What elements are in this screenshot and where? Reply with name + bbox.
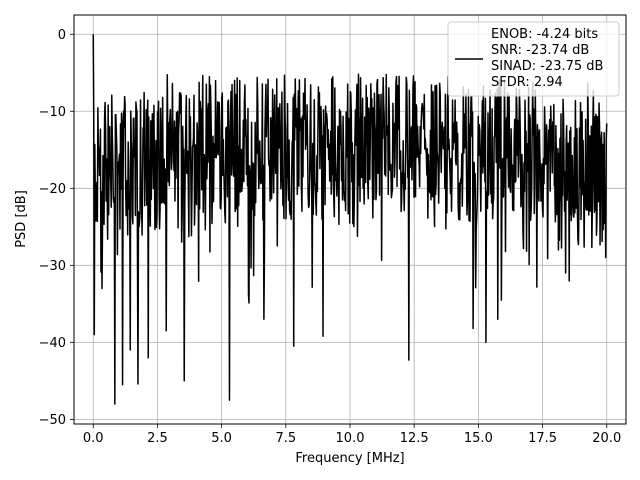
x-tick-label: 5.0 bbox=[211, 431, 232, 446]
y-tick-label: −30 bbox=[39, 259, 66, 274]
psd-series-line bbox=[92, 34, 608, 405]
legend-line-sfdr: SFDR: 2.94 bbox=[491, 75, 563, 90]
ticks: 0.0 2.5 5.0 7.5 10.0 12.5 15.0 17.5 20.0 0 −10 −20 −… bbox=[39, 28, 622, 446]
series-layer bbox=[92, 34, 608, 405]
y-tick-label: −50 bbox=[39, 413, 66, 428]
x-tick-label: 20.0 bbox=[592, 431, 621, 446]
legend: ENOB: -4.24 bits SNR: -23.74 dB SINAD: -… bbox=[447, 21, 620, 97]
legend-line-enob: ENOB: -4.24 bits bbox=[491, 27, 598, 42]
x-tick-label: 12.5 bbox=[400, 431, 429, 446]
x-tick-label: 0.0 bbox=[83, 431, 104, 446]
x-tick-label: 10.0 bbox=[336, 431, 365, 446]
x-tick-label: 2.5 bbox=[147, 431, 168, 446]
x-tick-label: 17.5 bbox=[528, 431, 557, 446]
y-axis-label: PSD [dB] bbox=[14, 190, 29, 248]
y-tick-label: 0 bbox=[58, 28, 66, 43]
y-tick-label: −10 bbox=[39, 105, 66, 120]
legend-line-sinad: SINAD: -23.75 dB bbox=[491, 59, 603, 74]
x-tick-label: 7.5 bbox=[275, 431, 296, 446]
y-tick-label: −40 bbox=[39, 336, 66, 351]
x-axis-label: Frequency [MHz] bbox=[295, 451, 404, 466]
y-tick-label: −20 bbox=[39, 182, 66, 197]
legend-line-snr: SNR: -23.74 dB bbox=[491, 43, 589, 58]
legend-box bbox=[447, 21, 620, 97]
x-tick-label: 15.0 bbox=[464, 431, 493, 446]
